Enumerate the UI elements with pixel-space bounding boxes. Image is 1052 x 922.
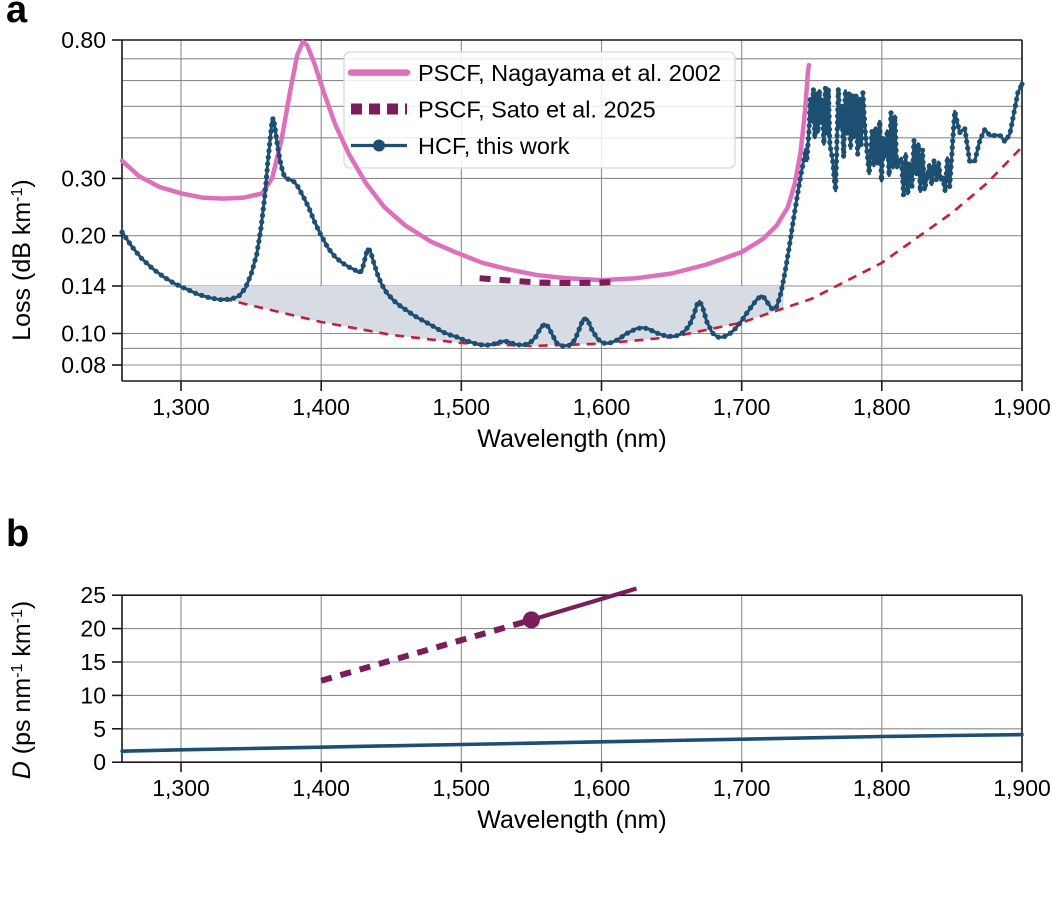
- svg-text:HCF, this work: HCF, this work: [418, 133, 570, 159]
- svg-text:0.30: 0.30: [61, 165, 106, 191]
- svg-text:Wavelength (nm): Wavelength (nm): [477, 425, 666, 453]
- svg-text:1,500: 1,500: [433, 775, 491, 801]
- svg-text:1,700: 1,700: [713, 394, 771, 420]
- svg-text:10: 10: [80, 682, 106, 708]
- svg-text:1,600: 1,600: [573, 394, 631, 420]
- svg-text:1,300: 1,300: [152, 394, 210, 420]
- svg-text:1,700: 1,700: [713, 775, 771, 801]
- svg-text:0.80: 0.80: [61, 27, 106, 53]
- svg-text:15: 15: [80, 649, 106, 675]
- svg-text:0.10: 0.10: [61, 321, 106, 347]
- svg-text:Wavelength (nm): Wavelength (nm): [477, 806, 666, 834]
- svg-text:1,800: 1,800: [853, 775, 911, 801]
- svg-text:1,400: 1,400: [292, 394, 350, 420]
- svg-text:20: 20: [80, 616, 106, 642]
- svg-text:1,400: 1,400: [292, 775, 350, 801]
- svg-text:1,900: 1,900: [993, 394, 1051, 420]
- svg-text:1,900: 1,900: [993, 775, 1051, 801]
- svg-text:Loss (dB km-1): Loss (dB km-1): [8, 179, 36, 341]
- svg-text:D (ps nm-1 km-1): D (ps nm-1 km-1): [8, 601, 36, 780]
- svg-text:0.08: 0.08: [61, 352, 106, 378]
- svg-text:PSCF, Nagayama et al. 2002: PSCF, Nagayama et al. 2002: [418, 60, 721, 86]
- svg-text:0.20: 0.20: [61, 223, 106, 249]
- svg-text:0: 0: [93, 749, 106, 775]
- svg-text:1,300: 1,300: [152, 775, 210, 801]
- svg-text:1,600: 1,600: [573, 775, 631, 801]
- svg-text:PSCF, Sato et al. 2025: PSCF, Sato et al. 2025: [418, 97, 656, 123]
- svg-text:1,500: 1,500: [433, 394, 491, 420]
- svg-text:5: 5: [93, 716, 106, 742]
- svg-text:0.14: 0.14: [61, 273, 106, 299]
- svg-text:1,800: 1,800: [853, 394, 911, 420]
- svg-text:25: 25: [80, 582, 106, 608]
